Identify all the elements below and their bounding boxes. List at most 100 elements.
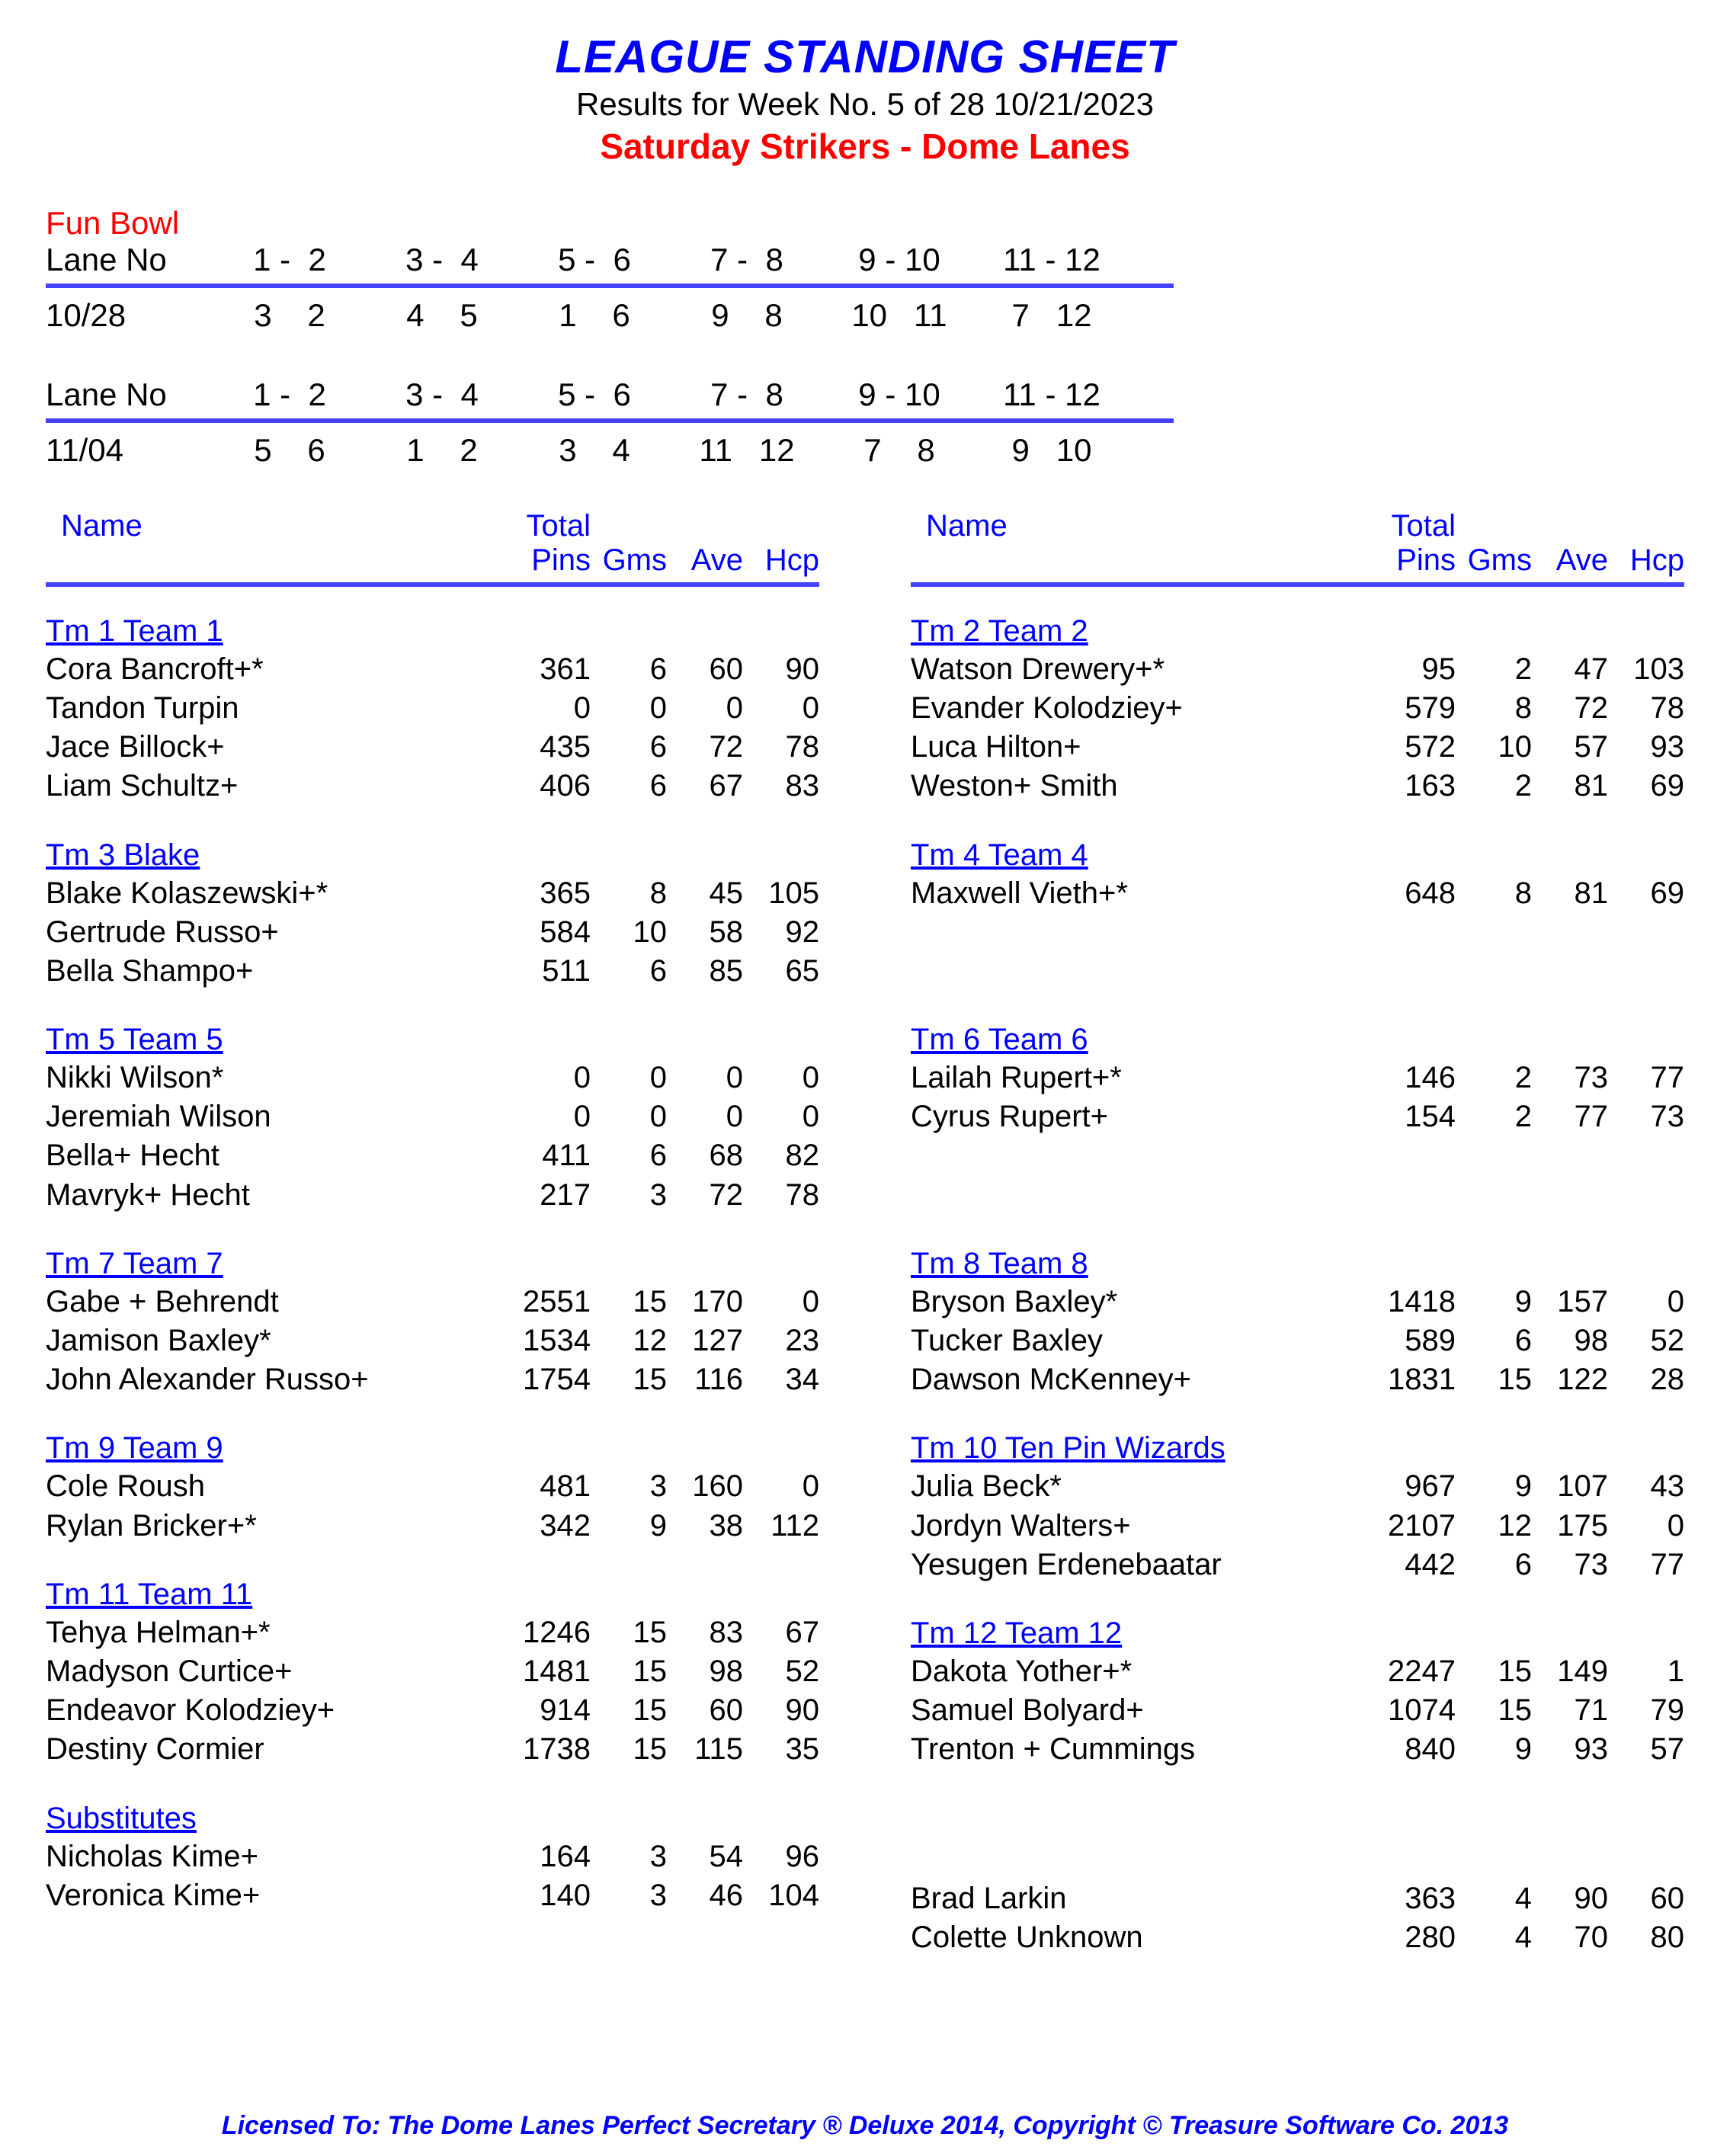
lane-pair: 5 - 6 [518,373,671,417]
team-block: Tm 9 Team 9Cole Roush48131600Rylan Brick… [46,1431,819,1545]
team-name: Tm 6 Team 6 [911,1023,1684,1057]
header-name: Name [911,509,1372,578]
player-pins: 1418 [1372,1283,1456,1321]
player-pins: 840 [1372,1730,1456,1769]
team-assignment: 11 12 [671,429,823,473]
player-ave: 98 [667,1652,743,1691]
header-hcp: Hcp [1608,543,1684,578]
player-hcp: 1 [1608,1652,1684,1691]
player-pins: 0 [507,689,591,728]
player-ave: 0 [667,1059,743,1097]
player-hcp: 112 [743,1507,819,1546]
player-hcp: 90 [743,650,819,689]
player-ave: 38 [667,1507,743,1546]
player-gms: 9 [591,1507,667,1546]
player-ave: 170 [667,1283,743,1321]
player-ave: 0 [667,1097,743,1136]
player-name: Evander Kolodziey+ [911,689,1372,728]
player-gms: 2 [1456,1059,1532,1097]
substitutes-block: SubstitutesNicholas Kime+16435496Veronic… [46,1802,819,1915]
player-name: Cyrus Rupert+ [911,1097,1372,1136]
player-hcp: 73 [1608,1097,1684,1136]
player-row: Rylan Bricker+*342938112 [46,1507,819,1546]
player-row: Samuel Bolyard+1074157179 [911,1691,1684,1730]
player-hcp: 28 [1608,1360,1684,1399]
player-name: Jace Billock+ [46,728,507,767]
player-row: Colette Unknown28047080 [911,1918,1684,1957]
player-ave: 57 [1532,728,1608,767]
player-hcp: 69 [1608,767,1684,806]
player-name: Mavryk+ Hecht [46,1176,507,1215]
player-gms: 15 [1456,1360,1532,1399]
lane-pair: 1 - 2 [213,373,366,417]
player-pins: 2551 [507,1283,591,1321]
player-ave: 83 [667,1613,743,1652]
team-name: Tm 1 Team 1 [46,614,819,649]
left-column: NameTotalPinsGmsAveHcpTm 1 Team 1Cora Ba… [46,509,819,1990]
lane-pair: 1 - 2 [213,239,366,282]
player-pins: 2247 [1372,1652,1456,1691]
lane-pair: 3 - 4 [366,373,518,417]
player-hcp: 79 [1608,1691,1684,1730]
player-name: Maxwell Vieth+* [911,874,1372,913]
player-name: Blake Kolaszewski+* [46,874,507,913]
team-name: Tm 11 Team 11 [46,1578,819,1612]
player-row: Destiny Cormier17381511535 [46,1730,819,1769]
player-ave: 72 [667,728,743,767]
player-gms: 8 [1456,874,1532,913]
player-gms: 6 [1456,1546,1532,1584]
right-column: NameTotalPinsGmsAveHcpTm 2 Team 2Watson … [911,509,1684,1990]
team-block: Tm 5 Team 5Nikki Wilson*0000Jeremiah Wil… [46,1023,819,1215]
player-hcp: 69 [1608,874,1684,913]
player-gms: 15 [591,1730,667,1769]
player-name: Dawson McKenney+ [911,1360,1372,1399]
player-pins: 146 [1372,1059,1456,1097]
player-pins: 584 [507,913,591,952]
player-hcp: 103 [1608,650,1684,689]
player-gms: 8 [1456,689,1532,728]
header-name: Name [46,509,507,578]
player-hcp: 0 [1608,1283,1684,1321]
team-block: Tm 7 Team 7Gabe + Behrendt2551151700Jami… [46,1247,819,1400]
team-assignment: 7 12 [976,294,1128,338]
schedule-date: 10/28 [46,294,213,338]
page-subtitle: Results for Week No. 5 of 28 10/21/2023 [46,86,1684,123]
lane-pair: 9 - 10 [823,239,976,282]
player-ave: 58 [667,913,743,952]
player-ave: 54 [667,1837,743,1876]
player-pins: 140 [507,1876,591,1915]
player-gms: 6 [591,952,667,991]
player-hcp: 34 [743,1360,819,1399]
team-name: Tm 2 Team 2 [911,614,1684,649]
player-ave: 90 [1532,1879,1608,1918]
player-name: Colette Unknown [911,1918,1372,1957]
player-ave: 115 [667,1730,743,1769]
player-name: Madyson Curtice+ [46,1652,507,1691]
player-hcp: 90 [743,1691,819,1730]
lane-pair: 11 - 12 [976,239,1128,282]
player-pins: 0 [507,1059,591,1097]
player-gms: 0 [591,689,667,728]
player-pins: 589 [1372,1321,1456,1360]
player-row: Luca Hilton+572105793 [911,728,1684,767]
header-ave: Ave [1532,543,1608,578]
player-hcp: 65 [743,952,819,991]
player-name: Bella Shampo+ [46,952,507,991]
schedule-date: 11/04 [46,429,213,473]
player-pins: 280 [1372,1918,1456,1957]
team-assignment: 3 2 [213,294,366,338]
player-row: Cole Roush48131600 [46,1467,819,1506]
player-hcp: 82 [743,1136,819,1175]
player-ave: 122 [1532,1360,1608,1399]
player-hcp: 23 [743,1321,819,1360]
player-gms: 3 [591,1837,667,1876]
player-row: Cora Bancroft+*36166090 [46,650,819,689]
player-name: Cora Bancroft+* [46,650,507,689]
player-gms: 8 [591,874,667,913]
player-name: Nikki Wilson* [46,1059,507,1097]
player-gms: 2 [1456,767,1532,806]
player-pins: 579 [1372,689,1456,728]
player-hcp: 0 [743,689,819,728]
player-name: Nicholas Kime+ [46,1837,507,1876]
header-total-pins: TotalPins [1372,509,1456,578]
